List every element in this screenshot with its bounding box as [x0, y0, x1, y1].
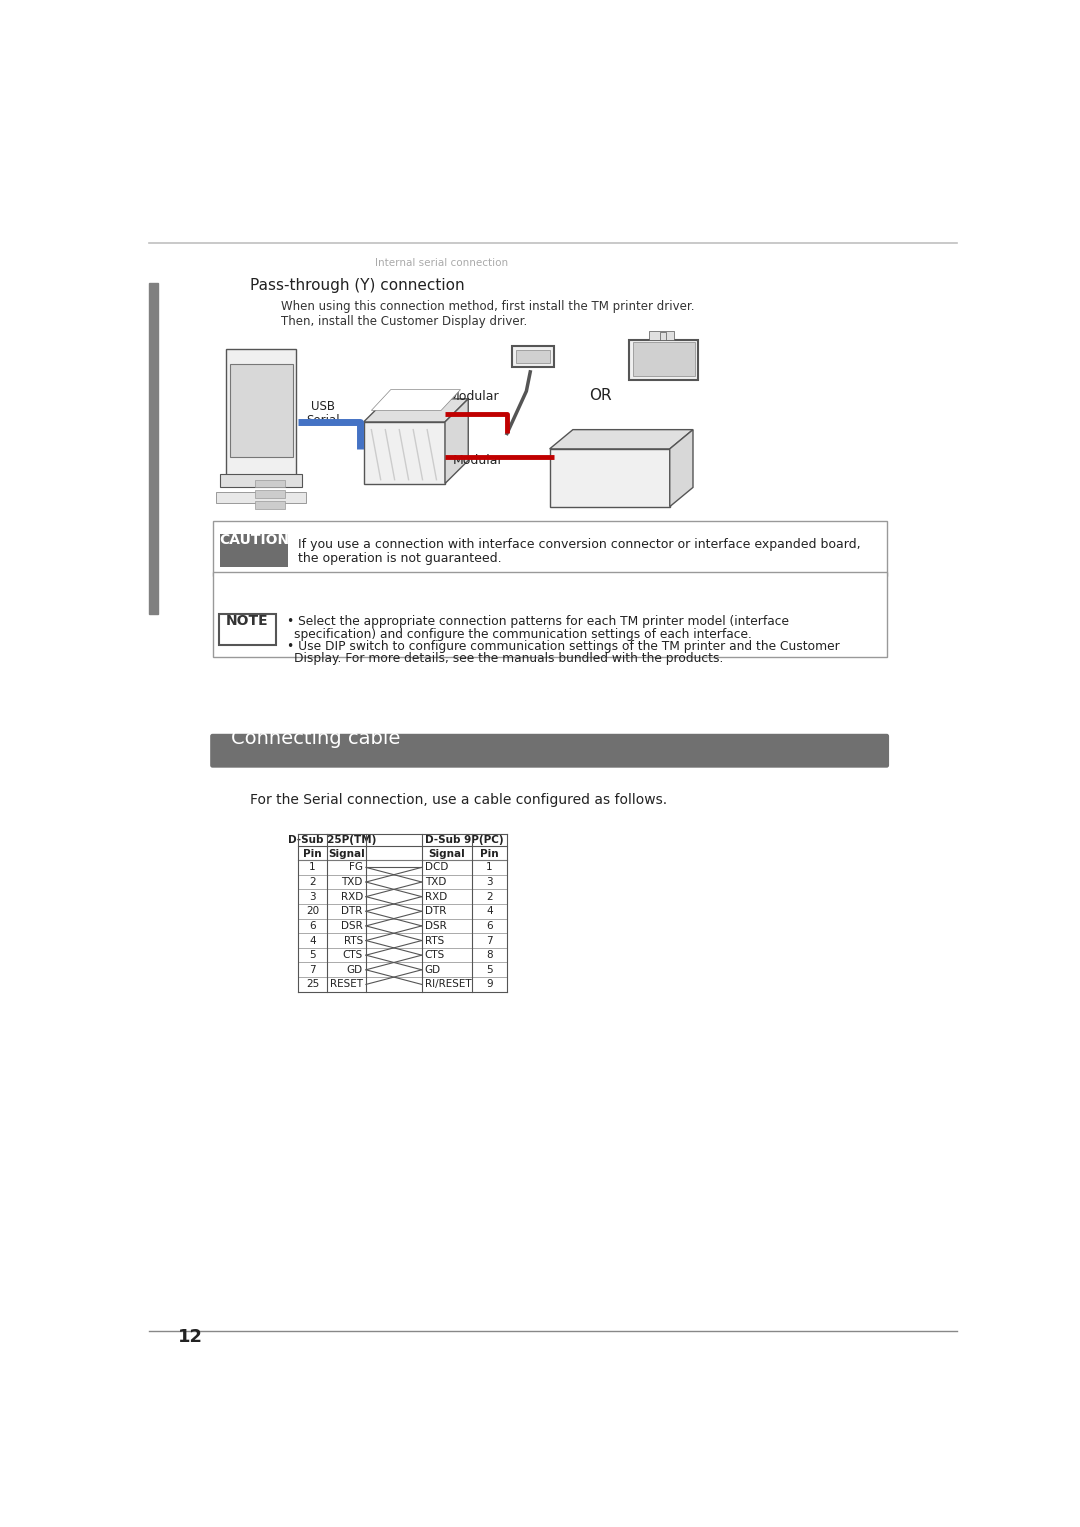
Text: 12: 12 [177, 1328, 203, 1345]
FancyBboxPatch shape [213, 573, 887, 657]
Text: 6: 6 [486, 921, 492, 931]
Text: • Select the appropriate connection patterns for each TM printer model (interfac: • Select the appropriate connection patt… [287, 615, 788, 628]
Text: 2: 2 [486, 892, 492, 901]
Text: CAUTION: CAUTION [219, 533, 289, 547]
Text: Then, install the Customer Display driver.: Then, install the Customer Display drive… [281, 315, 527, 328]
Bar [216, 492, 307, 502]
Text: 3: 3 [486, 876, 492, 887]
Text: 20: 20 [306, 907, 319, 916]
Text: 5: 5 [486, 965, 492, 974]
Text: If you use a connection with interface conversion connector or interface expande: If you use a connection with interface c… [298, 539, 861, 551]
Text: Signal: Signal [429, 849, 465, 858]
Bar [660, 331, 666, 339]
Text: DSR: DSR [424, 921, 447, 931]
Text: Signal: Signal [328, 849, 365, 858]
Text: TXD: TXD [341, 876, 363, 887]
Polygon shape [364, 399, 469, 421]
Text: D-Sub 9P(PC): D-Sub 9P(PC) [426, 835, 503, 844]
Text: 3: 3 [309, 892, 315, 901]
Text: 6: 6 [309, 921, 315, 931]
Text: 1: 1 [309, 863, 315, 872]
Bar [255, 490, 284, 498]
Polygon shape [372, 389, 460, 411]
FancyBboxPatch shape [512, 345, 554, 368]
Bar [149, 284, 159, 614]
Text: Connecting cable: Connecting cable [231, 730, 401, 748]
Text: specification) and configure the communication settings of each interface.: specification) and configure the communi… [294, 628, 752, 641]
Text: 5: 5 [309, 950, 315, 960]
Text: DCD: DCD [424, 863, 448, 872]
Text: the operation is not guaranteed.: the operation is not guaranteed. [298, 553, 501, 565]
Text: 4: 4 [309, 936, 315, 945]
Text: DTR: DTR [341, 907, 363, 916]
Text: 7: 7 [309, 965, 315, 974]
Text: Pin: Pin [303, 849, 322, 858]
Bar [255, 501, 284, 508]
Polygon shape [445, 399, 469, 484]
Text: D-Sub 25P(TM): D-Sub 25P(TM) [287, 835, 376, 844]
FancyBboxPatch shape [213, 521, 887, 576]
Bar [649, 331, 674, 341]
Text: Modular: Modular [449, 389, 499, 403]
Text: USB: USB [311, 400, 335, 412]
Text: Display. For more details, see the manuals bundled with the products.: Display. For more details, see the manua… [294, 652, 724, 666]
Bar [230, 365, 293, 457]
FancyBboxPatch shape [364, 421, 445, 484]
Text: RESET: RESET [329, 979, 363, 989]
Text: OR: OR [589, 388, 611, 403]
Text: Internal serial connection: Internal serial connection [375, 258, 508, 267]
Text: TXD: TXD [424, 876, 446, 887]
Text: GD: GD [424, 965, 441, 974]
Text: CTS: CTS [424, 950, 445, 960]
Text: For the Serial connection, use a cable configured as follows.: For the Serial connection, use a cable c… [249, 793, 666, 806]
Text: 7: 7 [486, 936, 492, 945]
Text: 8: 8 [486, 950, 492, 960]
Text: DTR: DTR [424, 907, 446, 916]
Text: DSR: DSR [341, 921, 363, 931]
FancyBboxPatch shape [211, 734, 889, 768]
Bar [516, 350, 551, 363]
Text: 25: 25 [306, 979, 319, 989]
Text: RXD: RXD [340, 892, 363, 901]
Text: RXD: RXD [424, 892, 447, 901]
Text: 1: 1 [486, 863, 492, 872]
Bar [220, 473, 302, 487]
Text: Serial: Serial [307, 414, 340, 426]
Text: GD: GD [347, 965, 363, 974]
Text: 2: 2 [309, 876, 315, 887]
Text: RI/RESET: RI/RESET [424, 979, 472, 989]
Bar [255, 479, 284, 487]
Text: RTS: RTS [424, 936, 444, 945]
Text: 4: 4 [486, 907, 492, 916]
Text: Modular: Modular [453, 454, 503, 467]
Text: 9: 9 [486, 979, 492, 989]
Text: RTS: RTS [343, 936, 363, 945]
Bar [633, 342, 694, 376]
Polygon shape [670, 429, 693, 507]
Text: NOTE: NOTE [226, 614, 269, 628]
Text: • Use DIP switch to configure communication settings of the TM printer and the C: • Use DIP switch to configure communicat… [287, 640, 839, 654]
Text: When using this connection method, first install the TM printer driver.: When using this connection method, first… [281, 299, 694, 313]
Text: Pin: Pin [481, 849, 499, 858]
Polygon shape [550, 429, 693, 449]
Bar [227, 348, 296, 484]
Bar [220, 534, 288, 567]
Bar [630, 339, 698, 380]
Text: FG: FG [349, 863, 363, 872]
Text: Pass-through (Y) connection: Pass-through (Y) connection [249, 278, 464, 293]
FancyBboxPatch shape [550, 449, 670, 507]
Text: CTS: CTS [342, 950, 363, 960]
FancyBboxPatch shape [218, 614, 276, 646]
